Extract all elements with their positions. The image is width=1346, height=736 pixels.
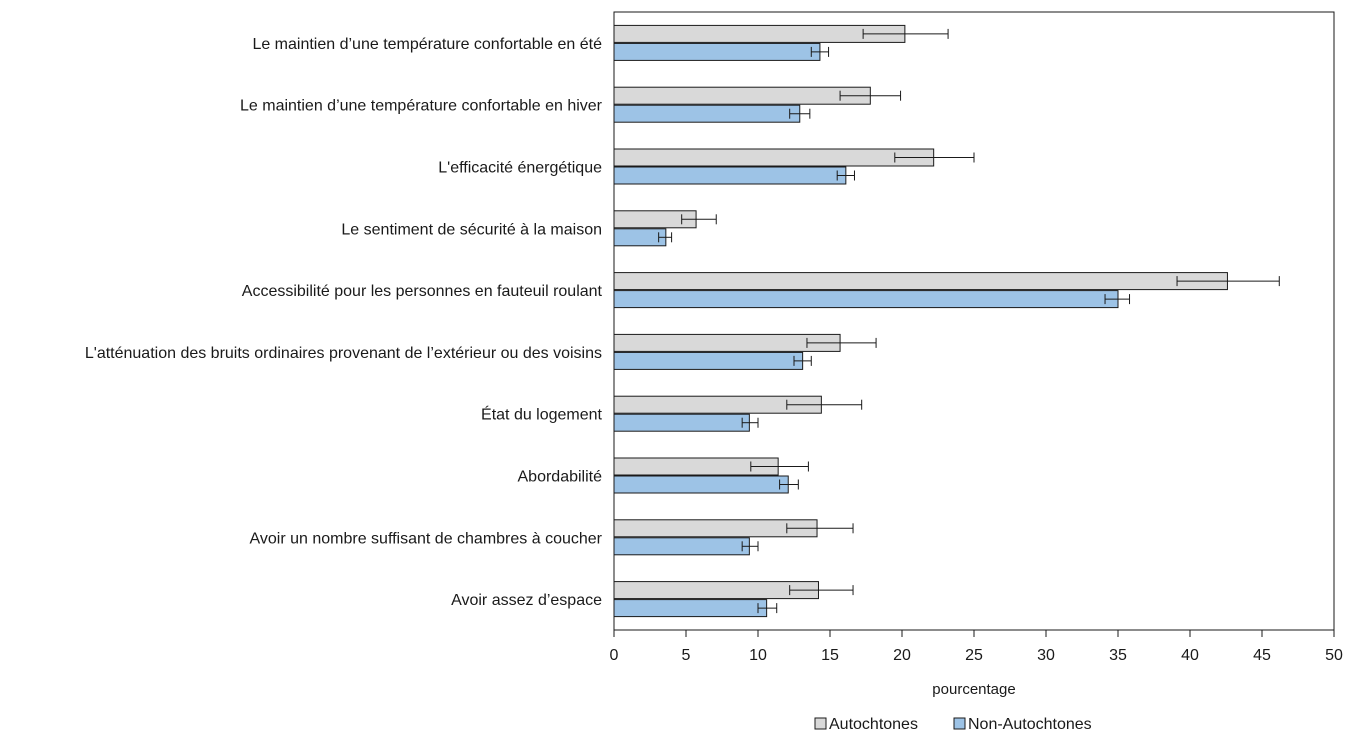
error-bars-layer bbox=[658, 28, 1280, 614]
bar-autochtones bbox=[613, 24, 906, 43]
x-axis-ticks: 0 5 10 15 20 25 30 35 40 45 50 bbox=[610, 630, 1343, 664]
bars-layer bbox=[613, 24, 1228, 618]
category-label: L'atténuation des bruits ordinaires prov… bbox=[85, 345, 602, 362]
category-label: Avoir assez d’espace bbox=[451, 592, 602, 609]
x-tick-label: 40 bbox=[1181, 647, 1199, 664]
category-label: État du logement bbox=[481, 405, 603, 424]
category-label: Le maintien d’une température confortabl… bbox=[240, 98, 603, 115]
bar-non-autochtones bbox=[613, 537, 750, 556]
bar-non-autochtones bbox=[613, 42, 821, 61]
bar-non-autochtones bbox=[613, 475, 789, 494]
category-label: Accessibilité pour les personnes en faut… bbox=[242, 283, 603, 300]
category-label: Abordabilité bbox=[518, 469, 603, 486]
x-tick-label: 45 bbox=[1253, 647, 1271, 664]
x-tick-label: 50 bbox=[1325, 647, 1343, 664]
bar-non-autochtones bbox=[613, 413, 750, 432]
bar-non-autochtones bbox=[613, 290, 1119, 309]
bar-autochtones bbox=[613, 581, 819, 600]
x-tick-label: 30 bbox=[1037, 647, 1055, 664]
legend: Autochtones Non-Autochtones bbox=[814, 716, 1092, 733]
bar-autochtones bbox=[613, 272, 1228, 291]
category-label: Le sentiment de sécurité à la maison bbox=[341, 221, 602, 238]
bar-non-autochtones bbox=[613, 104, 801, 123]
legend-swatch-non-autochtones bbox=[953, 717, 966, 730]
bar-non-autochtones bbox=[613, 599, 768, 618]
legend-label-non-autochtones: Non-Autochtones bbox=[968, 716, 1092, 733]
x-tick-label: 0 bbox=[610, 647, 619, 664]
legend-label-autochtones: Autochtones bbox=[829, 716, 918, 733]
x-tick-label: 10 bbox=[749, 647, 767, 664]
bar-autochtones bbox=[613, 148, 935, 167]
bar-autochtones bbox=[613, 86, 871, 105]
x-tick-label: 5 bbox=[682, 647, 691, 664]
bar-autochtones bbox=[613, 333, 841, 352]
x-tick-label: 25 bbox=[965, 647, 983, 664]
bar-non-autochtones bbox=[613, 228, 667, 247]
category-label: Le maintien d’une température confortabl… bbox=[252, 36, 602, 53]
category-labels: Le maintien d’une température confortabl… bbox=[85, 36, 603, 609]
x-tick-label: 35 bbox=[1109, 647, 1127, 664]
bar-non-autochtones bbox=[613, 166, 847, 185]
legend-swatch-autochtones bbox=[814, 717, 827, 730]
x-axis-title: pourcentage bbox=[932, 681, 1015, 698]
x-tick-label: 15 bbox=[821, 647, 839, 664]
category-label: Avoir un nombre suffisant de chambres à … bbox=[250, 530, 603, 547]
x-tick-label: 20 bbox=[893, 647, 911, 664]
category-label: L'efficacité énergétique bbox=[438, 160, 602, 177]
bar-non-autochtones bbox=[613, 351, 804, 370]
